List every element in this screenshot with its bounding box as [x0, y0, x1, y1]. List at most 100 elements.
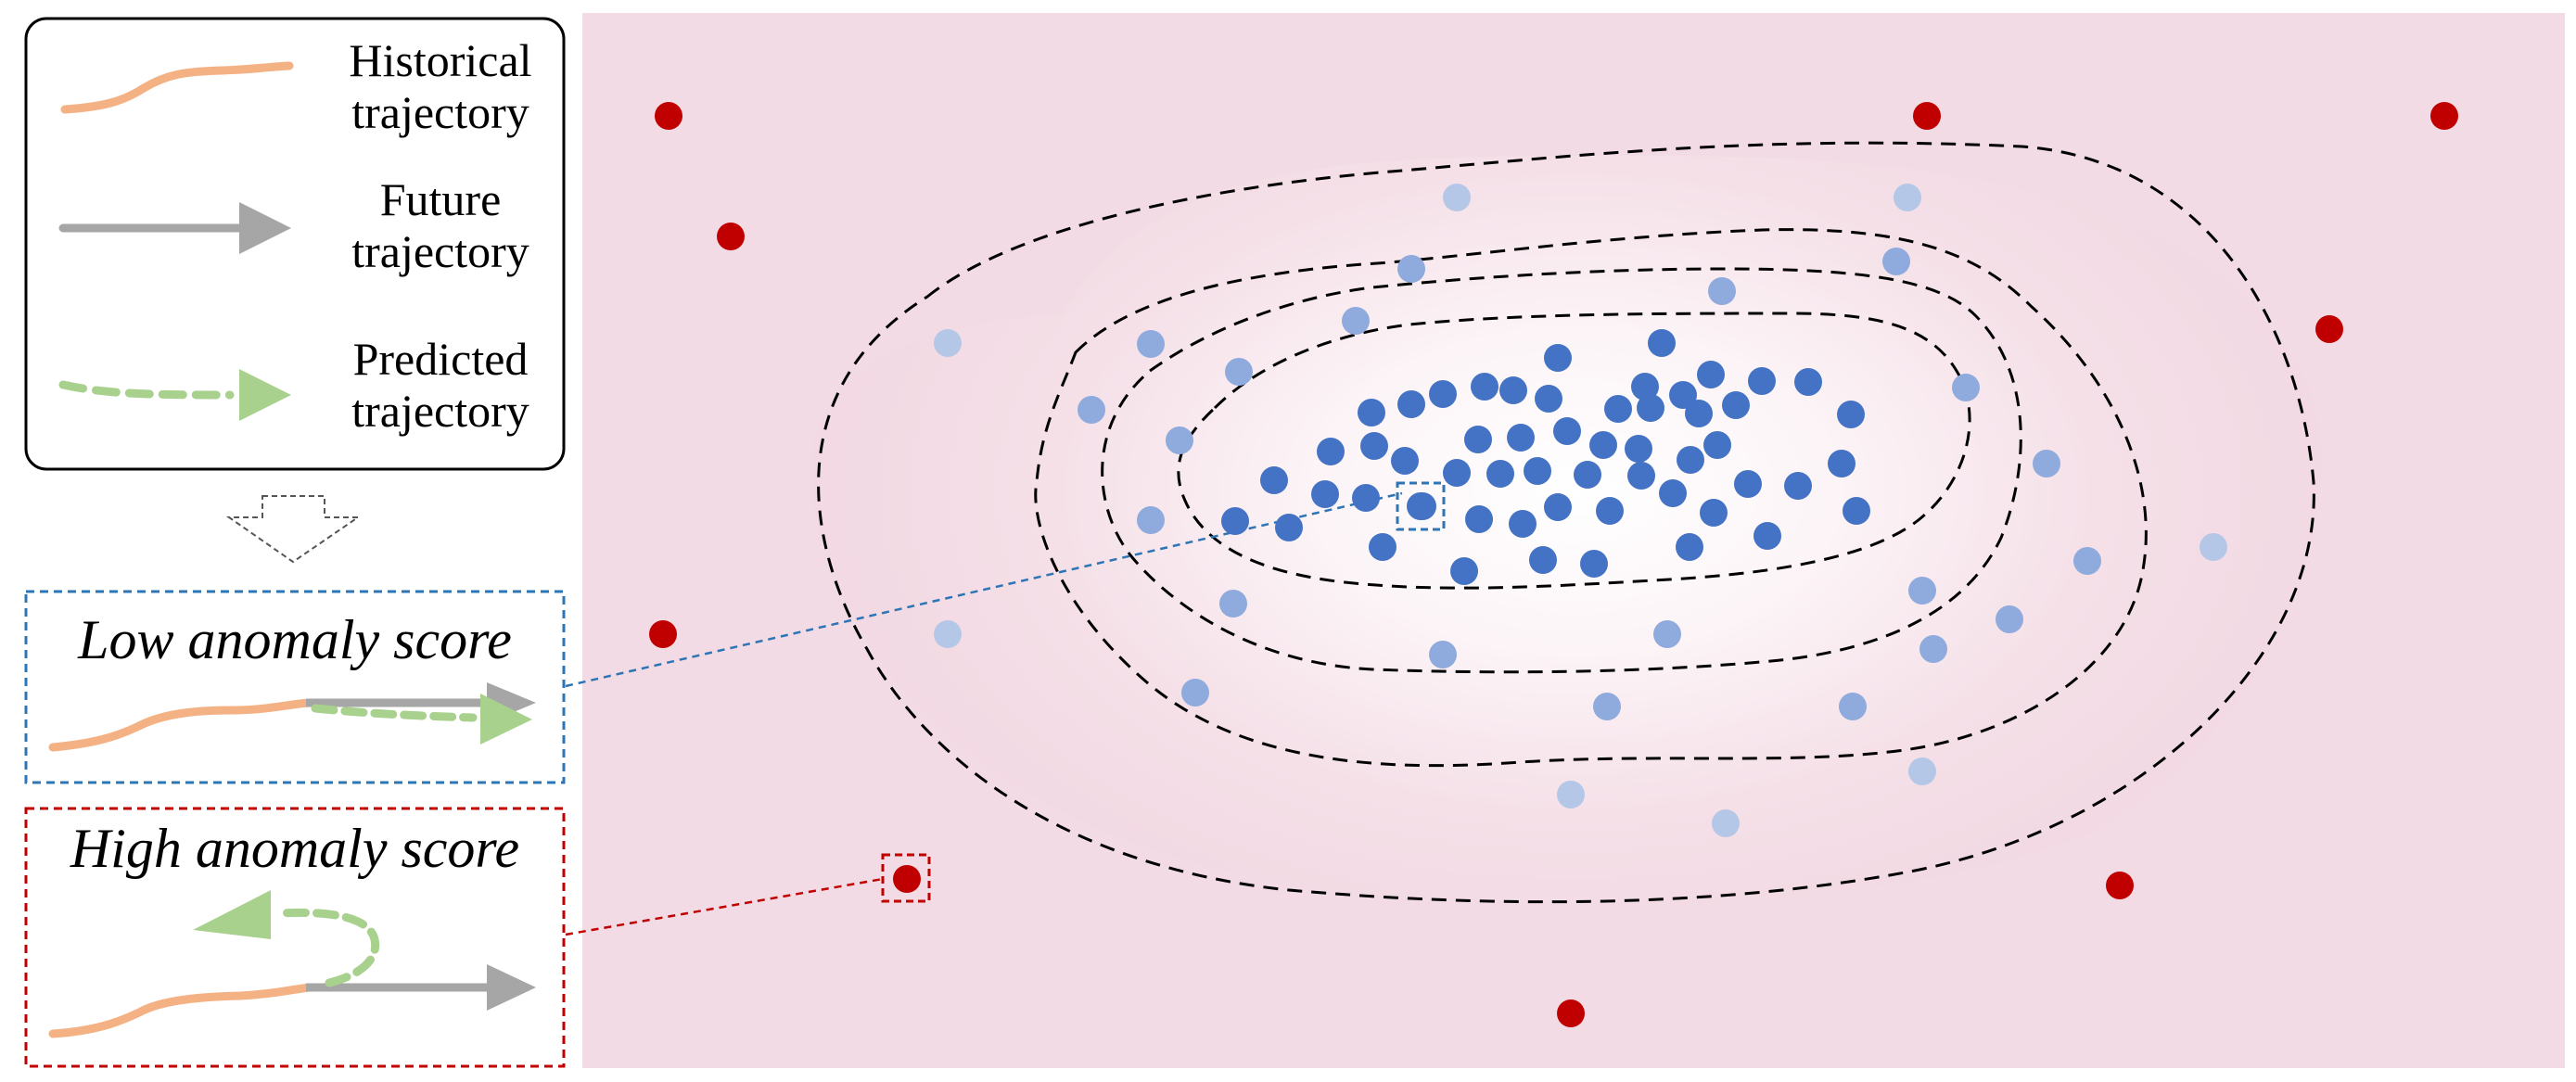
normal-mid-point — [1908, 577, 1936, 605]
high-connector-line — [565, 877, 884, 936]
anomaly-point — [2315, 315, 2343, 343]
normal-dense-point — [1450, 557, 1478, 585]
normal-dense-point — [1311, 480, 1339, 508]
normal-mid-point — [1653, 620, 1681, 648]
normal-dense-point — [1509, 510, 1537, 538]
normal-dense-point — [1625, 435, 1652, 463]
anomaly-point — [1557, 999, 1585, 1027]
anomaly-point — [2106, 872, 2134, 899]
high-anomaly-label: High anomaly score — [70, 818, 519, 879]
normal-dense-point — [1524, 457, 1551, 485]
legend-box: Historical trajectory Future trajectory … — [24, 17, 566, 471]
normal-dense-point — [1407, 492, 1435, 520]
normal-dense-point — [1360, 432, 1388, 460]
normal-dense-point — [1507, 424, 1535, 452]
legend-predicted-line2: trajectory — [351, 385, 529, 437]
contour-outer — [817, 141, 2315, 904]
normal-dense-point — [1637, 394, 1664, 422]
normal-mid-point — [1919, 635, 1947, 663]
contour-2 — [1034, 228, 2148, 768]
normal-mid-point — [1708, 277, 1736, 305]
future-trajectory-icon — [58, 202, 291, 254]
normal-mid-point — [1397, 255, 1425, 283]
normal-dense-point — [1676, 533, 1703, 561]
normal-dense-point — [1580, 550, 1608, 578]
down-arrow-icon — [225, 495, 362, 564]
high-historical-icon — [48, 983, 315, 1038]
normal-dense-point — [1529, 546, 1557, 574]
normal-dense-point — [1685, 400, 1713, 427]
normal-dense-point — [1352, 484, 1380, 512]
normal-dense-point — [1837, 401, 1865, 428]
normal-mid-point — [1952, 374, 1980, 401]
anomaly-point — [717, 223, 745, 250]
normal-dense-point — [1703, 431, 1731, 459]
normal-dense-point — [1535, 385, 1562, 413]
historical-trajectory-icon — [60, 61, 294, 114]
normal-dense-point — [1391, 447, 1419, 475]
normal-dense-point — [1589, 431, 1617, 459]
points-layer — [649, 102, 2458, 1027]
normal-mid-point — [2073, 547, 2101, 575]
normal-dense-point — [1794, 368, 1822, 396]
legend-predicted-line1: Predicted — [353, 333, 529, 385]
anomaly-point — [655, 102, 682, 130]
normal-sparse-point — [2200, 533, 2227, 561]
anomaly-point — [893, 865, 921, 893]
contour-inner — [1177, 312, 1971, 590]
normal-dense-point — [1631, 373, 1659, 401]
normal-dense-point — [1748, 367, 1776, 395]
normal-mid-point — [1137, 506, 1165, 534]
low-anomaly-box: Low anomaly score — [24, 590, 566, 784]
normal-dense-point — [1358, 399, 1385, 426]
normal-dense-point — [1317, 438, 1345, 465]
low-connector-line — [565, 491, 1403, 688]
contour-3 — [1101, 267, 2022, 674]
normal-dense-point — [1553, 417, 1581, 445]
normal-mid-point — [1219, 590, 1247, 617]
normal-dense-point — [1722, 391, 1750, 419]
normal-mid-point — [1078, 396, 1105, 424]
normal-dense-point — [1429, 380, 1457, 408]
normal-dense-point — [1734, 470, 1762, 498]
anomaly-point — [649, 620, 677, 648]
normal-dense-point — [1465, 505, 1493, 533]
normal-mid-point — [1429, 641, 1457, 668]
normal-sparse-point — [1712, 809, 1740, 837]
density-contours — [817, 141, 2315, 904]
normal-dense-point — [1221, 507, 1249, 535]
normal-mid-point — [1181, 679, 1209, 706]
normal-dense-point — [1464, 426, 1492, 453]
normal-dense-point — [1471, 373, 1498, 401]
normal-dense-point — [1627, 462, 1655, 490]
normal-dense-point — [1544, 344, 1572, 372]
normal-mid-point — [1593, 693, 1621, 720]
normal-mid-point — [1137, 330, 1165, 358]
high-highlight-square — [881, 853, 931, 903]
normal-dense-point — [1784, 472, 1812, 500]
normal-sparse-point — [1894, 184, 1921, 211]
normal-sparse-point — [934, 620, 962, 648]
normal-mid-point — [1839, 693, 1867, 720]
normal-dense-point — [1544, 493, 1572, 521]
normal-dense-point — [1486, 460, 1514, 488]
normal-sparse-point — [1557, 781, 1585, 808]
legend-historical-line2: trajectory — [351, 86, 529, 138]
normal-dense-point — [1260, 466, 1288, 494]
low-anomaly-label: Low anomaly score — [77, 609, 512, 670]
anomaly-point — [1913, 102, 1941, 130]
normal-dense-point — [1697, 361, 1725, 388]
normal-dense-point — [1700, 499, 1728, 527]
normal-mid-point — [1225, 358, 1253, 386]
normal-dense-point — [1648, 329, 1676, 357]
legend-historical-line1: Historical — [349, 34, 531, 86]
legend-future-line1: Future — [380, 173, 502, 225]
normal-mid-point — [1882, 248, 1910, 275]
normal-mid-point — [1342, 307, 1370, 335]
normal-dense-point — [1369, 533, 1396, 561]
low-highlight-square — [1396, 481, 1446, 531]
normal-dense-point — [1828, 450, 1855, 477]
normal-sparse-point — [1908, 757, 1936, 785]
normal-dense-point — [1275, 514, 1303, 541]
